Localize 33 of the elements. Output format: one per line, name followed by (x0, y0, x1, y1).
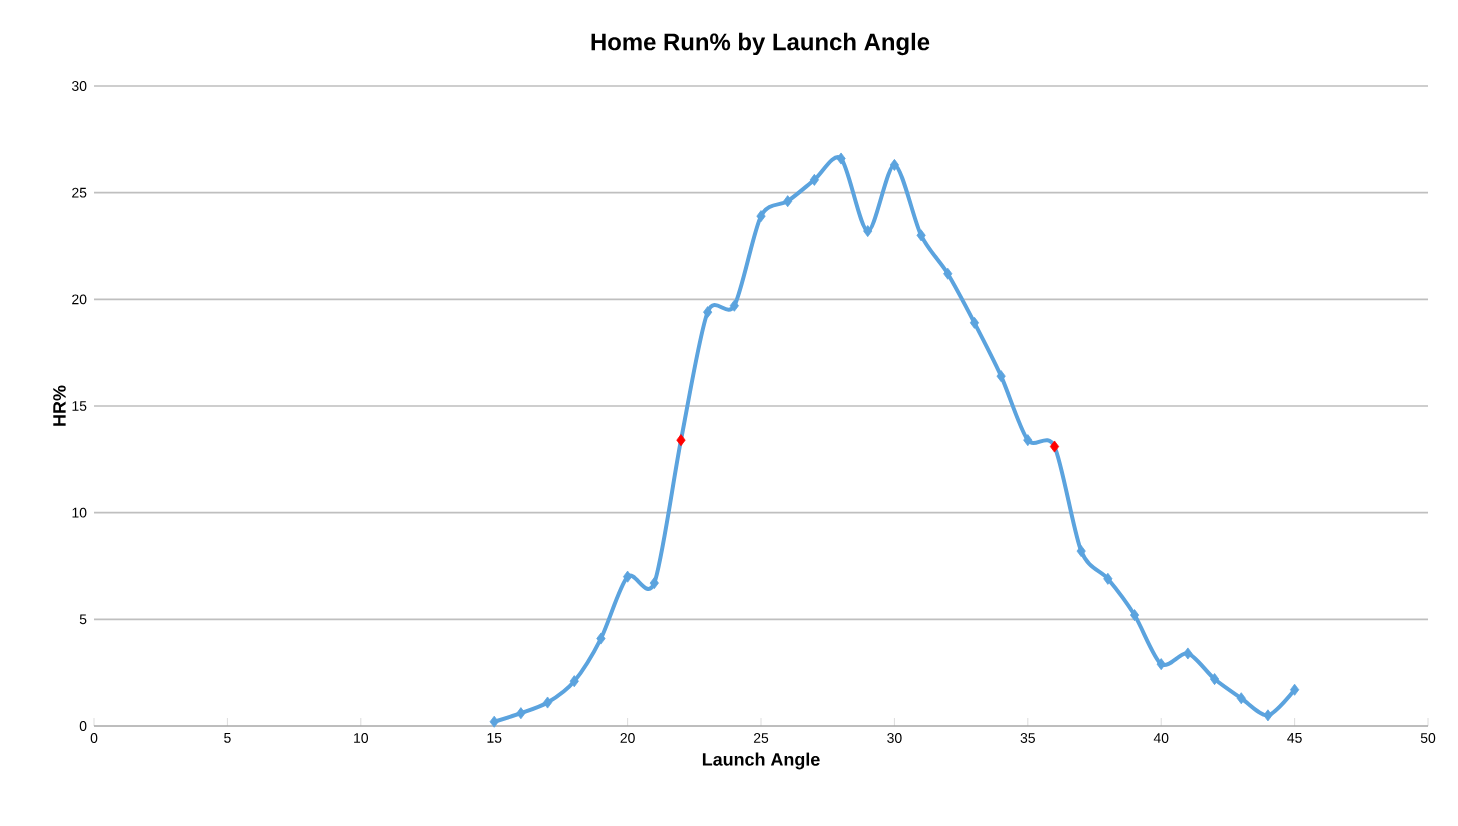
point (996, 370, 1006, 383)
point (729, 299, 739, 312)
point (542, 696, 553, 709)
point (1023, 434, 1033, 447)
point (1049, 440, 1060, 453)
point (836, 152, 846, 165)
y-axis-title: HR% (53, 385, 66, 426)
point (1183, 647, 1193, 660)
point (1076, 545, 1086, 558)
point (809, 173, 819, 186)
point (889, 158, 899, 171)
chart-title: Home Run% by Launch Angle (591, 32, 930, 56)
point (1290, 683, 1300, 696)
point (943, 267, 953, 280)
point (569, 675, 579, 688)
point (703, 306, 713, 319)
point (1129, 609, 1140, 622)
point (516, 707, 526, 720)
point (1103, 572, 1113, 585)
point (1209, 673, 1220, 686)
point (783, 195, 793, 208)
point (596, 632, 606, 645)
point (489, 715, 499, 728)
point (649, 577, 659, 590)
point (969, 316, 980, 329)
x-axis-title: Launch Angle (702, 752, 820, 770)
point (863, 225, 873, 238)
point (1156, 658, 1166, 671)
point (756, 210, 766, 223)
point (676, 434, 686, 447)
point (1236, 692, 1246, 705)
point (916, 229, 926, 242)
point (1263, 709, 1273, 722)
